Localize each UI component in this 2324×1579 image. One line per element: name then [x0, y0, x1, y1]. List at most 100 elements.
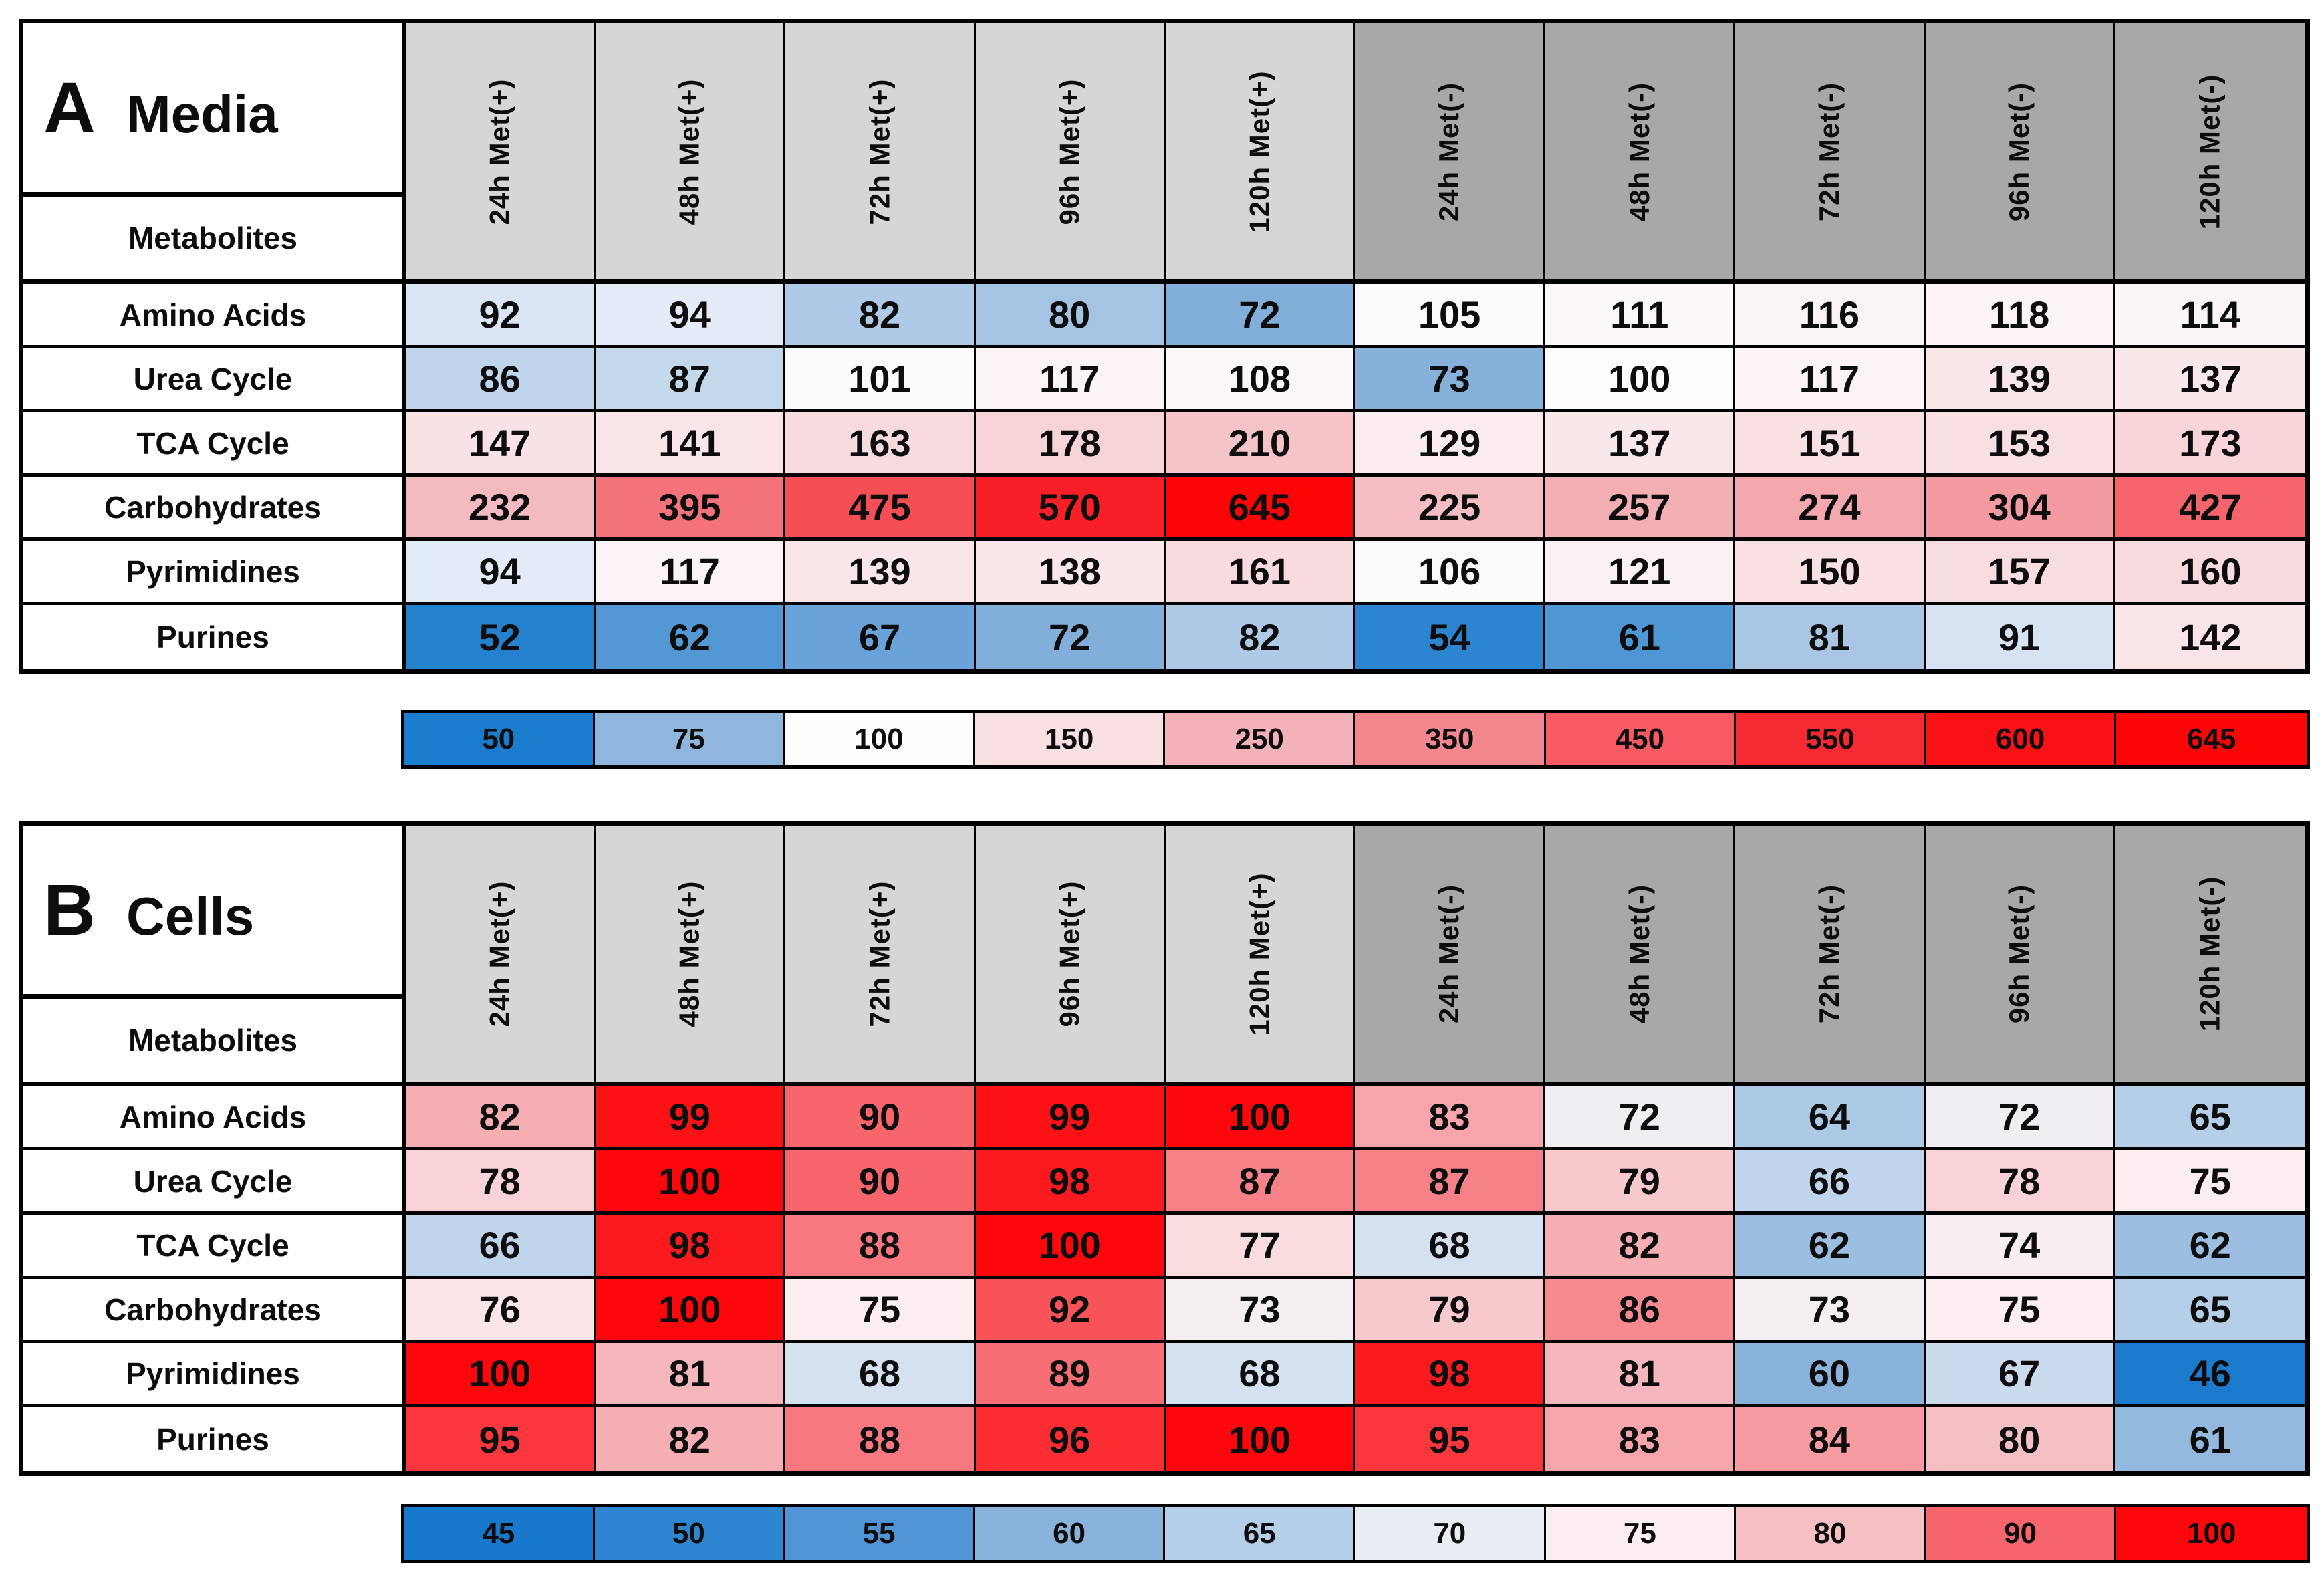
heatmap-cell: 86 [1545, 1279, 1736, 1343]
heatmap-cell: 137 [1545, 412, 1736, 477]
column-header-96h-met: 96h Met(+) [975, 23, 1166, 284]
legend-cell: 80 [1736, 1507, 1926, 1560]
legend-cell: 150 [975, 713, 1166, 765]
heatmap-cell: 100 [596, 1150, 786, 1215]
heatmap-cell: 92 [406, 284, 596, 348]
heatmap-cell: 100 [975, 1215, 1166, 1279]
heatmap-cell: 89 [975, 1343, 1166, 1407]
legend-cell: 45 [404, 1507, 595, 1560]
legend-cell: 350 [1355, 713, 1546, 765]
heatmap-cell: 116 [1735, 284, 1926, 348]
heatmap-cell: 98 [596, 1215, 786, 1279]
heatmap-cell: 88 [785, 1407, 976, 1471]
heatmap-cell: 76 [406, 1279, 596, 1343]
heatmap-cell: 88 [785, 1215, 976, 1279]
heatmap-cell: 83 [1355, 1086, 1546, 1150]
column-header-label: 120h Met(+) [1243, 872, 1275, 1036]
heatmap-cell: 83 [1545, 1407, 1736, 1471]
heatmap-cell: 90 [785, 1086, 976, 1150]
heatmap-cell: 108 [1165, 348, 1355, 412]
heatmap-cell: 100 [406, 1343, 596, 1407]
heatmap-cell: 73 [1355, 348, 1546, 412]
heatmap-cell: 257 [1545, 477, 1736, 541]
heatmap-cell: 117 [975, 348, 1166, 412]
heatmap-cell: 117 [1735, 348, 1926, 412]
panel-b-word: Cells [126, 886, 255, 946]
heatmap-cell: 68 [1165, 1343, 1355, 1407]
heatmap-cell: 67 [1925, 1343, 2115, 1407]
heatmap-cell: 82 [596, 1407, 786, 1471]
heatmap-cell: 82 [1165, 605, 1355, 669]
column-header-label: 48h Met(-) [1623, 82, 1655, 221]
column-header-24h-met: 24h Met(-) [1355, 23, 1546, 284]
heatmap-cell: 304 [1925, 477, 2115, 541]
column-header-96h-met: 96h Met(-) [1925, 23, 2115, 284]
column-header-72h-met: 72h Met(-) [1735, 826, 1926, 1086]
column-header-48h-met: 48h Met(-) [1545, 826, 1736, 1086]
heatmap-cell: 98 [1355, 1343, 1546, 1407]
column-header-label: 24h Met(-) [1433, 884, 1465, 1023]
legend-cell: 645 [2116, 713, 2307, 765]
column-header-label: 72h Met(+) [863, 880, 895, 1027]
column-header-label: 48h Met(-) [1623, 884, 1655, 1023]
heatmap-cell: 99 [975, 1086, 1166, 1150]
column-header-label: 120h Met(+) [1243, 70, 1275, 233]
heatmap-cell: 137 [2115, 348, 2305, 412]
column-header-72h-met: 72h Met(+) [785, 826, 976, 1086]
heatmap-cell: 67 [785, 605, 976, 669]
heatmap-cell: 68 [785, 1343, 976, 1407]
column-header-48h-met: 48h Met(+) [596, 23, 786, 284]
column-header-label: 96h Met(+) [1053, 78, 1085, 225]
row-label-amino-acids: Amino Acids [23, 284, 406, 348]
row-label-pyrimidines: Pyrimidines [23, 1343, 406, 1407]
heatmap-cell: 64 [1735, 1086, 1926, 1150]
heatmap-cell: 138 [975, 541, 1166, 605]
legend-cell: 550 [1736, 713, 1926, 765]
column-header-120h-met: 120h Met(-) [2115, 23, 2305, 284]
row-label-purines: Purines [23, 605, 406, 669]
heatmap-cell: 84 [1735, 1407, 1926, 1471]
heatmap-cell: 111 [1545, 284, 1736, 348]
column-header-24h-met: 24h Met(-) [1355, 826, 1546, 1086]
heatmap-cell: 65 [2115, 1086, 2305, 1150]
legend-cell: 65 [1165, 1507, 1355, 1560]
heatmap-cell: 121 [1545, 541, 1736, 605]
heatmap-cell: 62 [2115, 1215, 2305, 1279]
column-header-label: 48h Met(+) [673, 880, 705, 1027]
heatmap-cell: 73 [1165, 1279, 1355, 1343]
heatmap-cell: 86 [406, 348, 596, 412]
heatmap-cell: 66 [1735, 1150, 1926, 1215]
corner-cell-media: A Media Metabolites [23, 23, 406, 284]
heatmap-cell: 475 [785, 477, 976, 541]
column-header-label: 72h Met(-) [1813, 82, 1845, 221]
heatmap-cell: 151 [1735, 412, 1926, 477]
legend-cell: 75 [1545, 1507, 1736, 1560]
heatmap-cell: 427 [2115, 477, 2305, 541]
column-header-label: 96h Met(-) [2003, 82, 2035, 221]
row-label-carbohydrates: Carbohydrates [23, 1279, 406, 1343]
heatmap-cell: 74 [1925, 1215, 2115, 1279]
heatmap-cell: 46 [2115, 1343, 2305, 1407]
row-label-amino-acids: Amino Acids [23, 1086, 406, 1150]
row-label-purines: Purines [23, 1407, 406, 1471]
legend-cell: 100 [2116, 1507, 2307, 1560]
heatmap-cell: 79 [1545, 1150, 1736, 1215]
heatmap-cell: 100 [1545, 348, 1736, 412]
heatmap-cell: 395 [596, 477, 786, 541]
column-header-label: 72h Met(+) [863, 78, 895, 225]
panel-a-word: Media [126, 84, 278, 144]
legend-cell: 600 [1926, 713, 2117, 765]
heatmap-cell: 645 [1165, 477, 1355, 541]
heatmap-cell: 87 [596, 348, 786, 412]
legend-cell: 100 [785, 713, 975, 765]
column-header-24h-met: 24h Met(+) [406, 23, 596, 284]
heatmap-cell: 274 [1735, 477, 1926, 541]
column-header-label: 120h Met(-) [2194, 74, 2226, 229]
row-label-tca-cycle: TCA Cycle [23, 1215, 406, 1279]
panel-a-title: A Media [23, 23, 402, 197]
heatmap-cell: 178 [975, 412, 1166, 477]
heatmap-cell: 147 [406, 412, 596, 477]
legend-cell: 450 [1545, 713, 1736, 765]
legend-cell: 70 [1355, 1507, 1546, 1560]
